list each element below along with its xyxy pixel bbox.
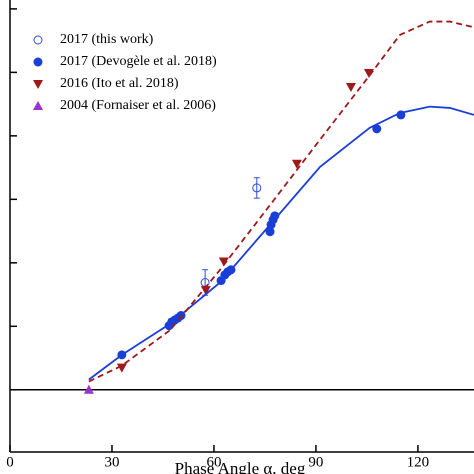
x-tick-label: 30: [104, 454, 119, 470]
data-point: [265, 227, 275, 237]
data-point: [116, 363, 127, 373]
data-point: [345, 82, 356, 92]
error-bar: [253, 177, 260, 199]
x-tick-label: 0: [6, 454, 14, 470]
legend-marker: [33, 57, 43, 67]
x-tick-label: 120: [407, 454, 430, 470]
legend-label: 2016 (Ito et al. 2018): [60, 76, 179, 91]
data-point: [372, 124, 382, 134]
legend-marker: [33, 101, 43, 110]
data-point: [200, 286, 211, 296]
data-point: [218, 257, 229, 267]
data-point: [363, 69, 374, 79]
legend-marker: [33, 35, 43, 45]
fit-curve: [88, 105, 474, 381]
legend-marker: [33, 80, 43, 89]
x-tick-label: 90: [308, 454, 323, 470]
x-tick-label: 60: [206, 454, 221, 470]
x-axis-label: Phase Angle α, deg: [175, 459, 306, 474]
data-point: [252, 183, 262, 193]
data-point: [83, 384, 94, 394]
legend-label: 2004 (Fornaiser et al. 2006): [60, 98, 216, 113]
data-point: [270, 211, 280, 221]
data-point: [291, 159, 302, 169]
legend-label: 2017 (this work): [60, 32, 154, 47]
legend-label: 2017 (Devogèle et al. 2018): [60, 54, 217, 69]
fit-curve: [88, 20, 474, 383]
